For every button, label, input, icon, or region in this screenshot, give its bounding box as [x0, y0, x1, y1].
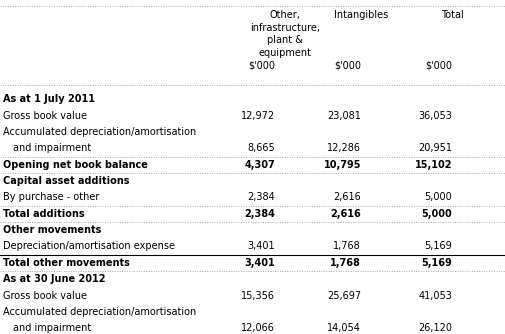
Text: 5,169: 5,169: [424, 241, 452, 252]
Text: 15,356: 15,356: [241, 291, 275, 301]
Text: 4,307: 4,307: [244, 160, 275, 170]
Text: 1,768: 1,768: [330, 258, 361, 268]
Text: 15,102: 15,102: [415, 160, 452, 170]
Text: 12,066: 12,066: [241, 323, 275, 333]
Text: Capital asset additions: Capital asset additions: [3, 176, 129, 186]
Text: As at 1 July 2011: As at 1 July 2011: [3, 94, 94, 104]
Text: Depreciation/amortisation expense: Depreciation/amortisation expense: [3, 241, 175, 252]
Text: Gross book value: Gross book value: [3, 111, 86, 121]
Text: Accumulated depreciation/amortisation: Accumulated depreciation/amortisation: [3, 307, 196, 317]
Text: 10,795: 10,795: [324, 160, 361, 170]
Text: 5,000: 5,000: [421, 209, 452, 219]
Text: $'000: $'000: [425, 61, 452, 71]
Text: 36,053: 36,053: [418, 111, 452, 121]
Text: 23,081: 23,081: [327, 111, 361, 121]
Text: infrastructure,: infrastructure,: [250, 23, 320, 33]
Text: Total additions: Total additions: [3, 209, 84, 219]
Text: 26,120: 26,120: [418, 323, 452, 333]
Text: 8,665: 8,665: [247, 143, 275, 153]
Text: 2,616: 2,616: [330, 209, 361, 219]
Text: 41,053: 41,053: [418, 291, 452, 301]
Text: $'000: $'000: [248, 61, 275, 71]
Text: 3,401: 3,401: [247, 241, 275, 252]
Text: plant &: plant &: [267, 35, 304, 45]
Text: 2,384: 2,384: [244, 209, 275, 219]
Text: 1,768: 1,768: [333, 241, 361, 252]
Text: Total other movements: Total other movements: [3, 258, 129, 268]
Text: 2,616: 2,616: [333, 192, 361, 202]
Text: and impairment: and impairment: [13, 323, 91, 333]
Text: equipment: equipment: [259, 48, 312, 58]
Text: 12,972: 12,972: [241, 111, 275, 121]
Text: Opening net book balance: Opening net book balance: [3, 160, 147, 170]
Text: As at 30 June 2012: As at 30 June 2012: [3, 274, 105, 284]
Text: and impairment: and impairment: [13, 143, 91, 153]
Text: Other movements: Other movements: [3, 225, 101, 235]
Text: 25,697: 25,697: [327, 291, 361, 301]
Text: 2,384: 2,384: [247, 192, 275, 202]
Text: Other,: Other,: [270, 10, 301, 20]
Text: $'000: $'000: [334, 61, 361, 71]
Text: 5,169: 5,169: [421, 258, 452, 268]
Text: By purchase - other: By purchase - other: [3, 192, 99, 202]
Text: Intangibles: Intangibles: [334, 10, 388, 20]
Text: 20,951: 20,951: [418, 143, 452, 153]
Text: 3,401: 3,401: [244, 258, 275, 268]
Text: Accumulated depreciation/amortisation: Accumulated depreciation/amortisation: [3, 127, 196, 137]
Text: 12,286: 12,286: [327, 143, 361, 153]
Text: Total: Total: [440, 10, 464, 20]
Text: 14,054: 14,054: [327, 323, 361, 333]
Text: Gross book value: Gross book value: [3, 291, 86, 301]
Text: 5,000: 5,000: [424, 192, 452, 202]
